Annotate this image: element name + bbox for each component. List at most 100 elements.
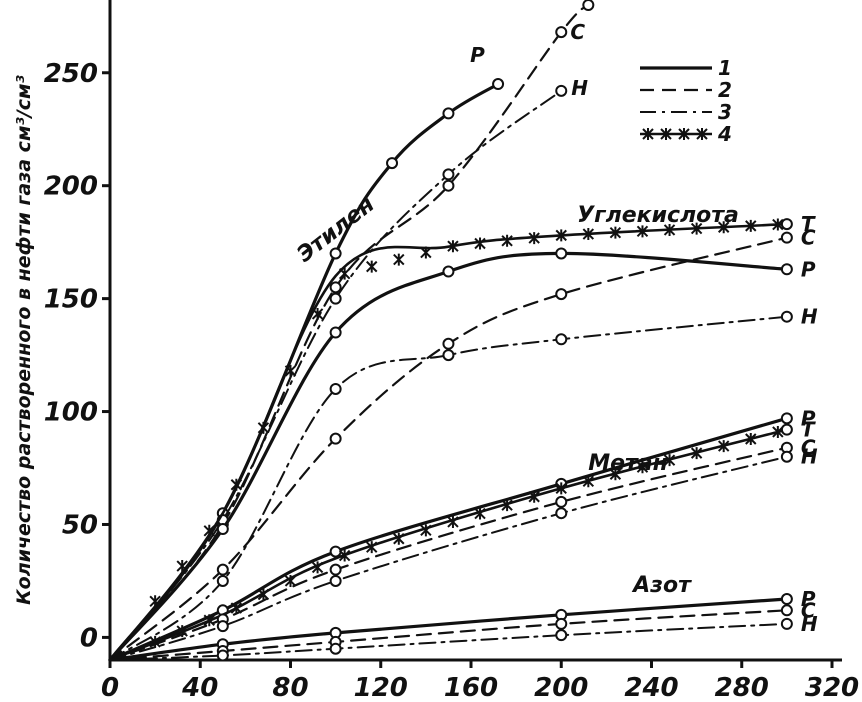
data-point	[555, 288, 568, 301]
x-tick-label: 0	[101, 673, 119, 702]
y-tick-label: 50	[62, 510, 98, 540]
data-point	[780, 593, 793, 606]
data-point	[329, 292, 342, 305]
series-end-label: Н	[801, 445, 818, 469]
data-point	[442, 179, 455, 192]
data-point	[216, 574, 229, 587]
data-point	[329, 326, 342, 339]
data-point	[555, 26, 568, 39]
star-marker	[690, 447, 703, 460]
star-marker	[203, 614, 215, 627]
data-point	[582, 0, 595, 11]
data-point	[492, 78, 505, 91]
star-marker	[338, 267, 351, 280]
data-point	[216, 523, 229, 535]
star-marker	[663, 223, 676, 236]
data-point	[329, 563, 342, 576]
star-marker	[447, 515, 459, 528]
series-end-label: Н	[571, 76, 588, 100]
data-point	[555, 333, 568, 346]
legend-label: 1	[718, 56, 732, 80]
star-marker	[366, 260, 378, 273]
x-tick-label: 160	[444, 673, 498, 702]
data-point	[555, 629, 568, 642]
series-line	[108, 416, 789, 662]
data-point	[329, 574, 342, 587]
data-point	[780, 263, 793, 276]
series-end-label: С	[801, 226, 816, 250]
data-point	[555, 617, 568, 630]
star-marker	[717, 221, 730, 234]
curve-group-label: Метан	[588, 451, 668, 476]
star-marker	[660, 128, 672, 140]
star-marker	[230, 478, 243, 491]
star-marker	[474, 507, 486, 520]
series-end-label: С	[801, 436, 816, 460]
star-marker	[678, 128, 690, 140]
star-marker	[420, 524, 432, 537]
data-point	[555, 507, 568, 520]
x-tick-label: 120	[354, 673, 408, 702]
x-tick-label: 240	[624, 673, 678, 702]
series-end-label: С	[801, 598, 816, 622]
series-end-label: Р	[801, 257, 816, 281]
star-marker	[609, 226, 622, 239]
y-tick-label: 250	[44, 59, 98, 89]
star-marker	[257, 421, 270, 434]
data-point	[780, 310, 793, 323]
star-marker	[366, 541, 378, 554]
star-marker	[311, 561, 324, 574]
series-end-label: Р	[470, 43, 485, 67]
legend-label: 3	[718, 100, 732, 124]
star-marker	[420, 246, 432, 259]
star-marker	[284, 364, 297, 377]
curve-group: РСН Азот	[108, 573, 818, 662]
star-marker	[203, 524, 215, 537]
legend-label: 2	[718, 78, 732, 102]
series-end-label: С	[570, 20, 585, 44]
data-point	[442, 168, 455, 181]
star-marker	[501, 234, 513, 247]
data-point	[555, 495, 568, 508]
star-marker	[555, 482, 567, 495]
curve-group-label: Углекислота	[577, 203, 739, 228]
star-marker	[393, 253, 405, 266]
star-marker	[745, 433, 757, 446]
series-end-label: Т	[801, 212, 816, 236]
data-point	[780, 423, 793, 436]
series-end-label: Т	[801, 418, 816, 442]
star-marker	[393, 532, 405, 545]
star-marker	[772, 218, 784, 231]
x-tick-label: 80	[272, 673, 308, 702]
y-tick-labels: 0 50 100 150 200 250	[44, 59, 98, 654]
series-line	[109, 622, 788, 661]
data-point	[216, 649, 229, 662]
star-marker	[474, 237, 486, 250]
legend-label: 4	[717, 122, 732, 146]
star-marker	[582, 228, 595, 241]
star-marker	[636, 225, 649, 238]
data-point	[329, 247, 342, 260]
data-point	[442, 337, 455, 350]
data-point	[555, 84, 568, 97]
data-point	[329, 545, 342, 558]
series-line	[108, 236, 788, 662]
x-tick-label: 280	[715, 673, 769, 702]
data-point	[442, 265, 455, 278]
data-point	[780, 231, 793, 244]
y-tick-label: 200	[44, 172, 98, 202]
x-tick-label: 200	[534, 673, 588, 702]
x-tick-label: 320	[805, 673, 859, 702]
series-line	[108, 82, 500, 662]
series-line	[109, 315, 788, 661]
y-tick-label: 100	[44, 398, 98, 428]
star-marker	[555, 229, 567, 242]
star-marker	[176, 560, 188, 573]
star-marker	[528, 232, 540, 245]
star-marker	[149, 595, 161, 608]
data-point	[780, 218, 793, 231]
data-point	[780, 450, 793, 463]
x-tick-labels: 0 40 80 120 160 200 240 280 320	[101, 673, 859, 702]
